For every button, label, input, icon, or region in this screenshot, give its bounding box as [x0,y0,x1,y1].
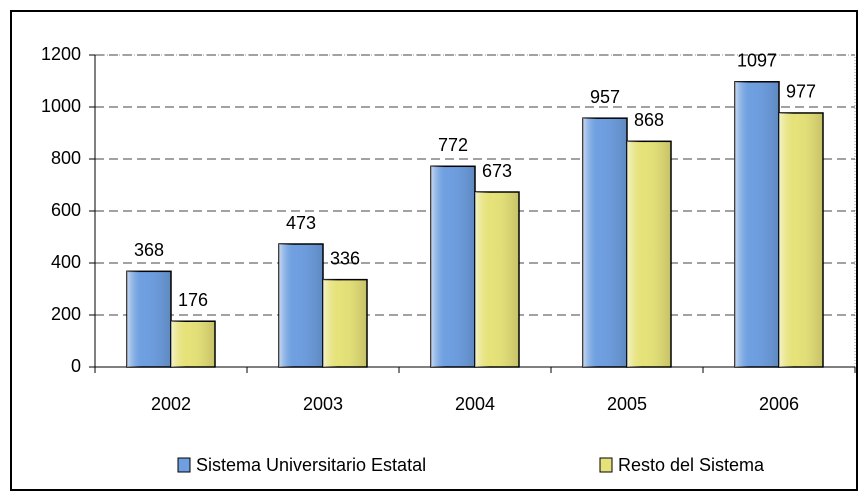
y-tick-label: 1200 [41,44,81,64]
value-label: 957 [590,87,620,107]
value-label: 176 [178,290,208,310]
bar-shade [475,192,519,367]
x-tick-label: 2002 [151,394,191,414]
legend-swatch [177,457,191,473]
legend-label: Sistema Universitario Estatal [196,455,426,475]
x-tick-label: 2006 [759,394,799,414]
bar-shade [735,81,779,367]
legend-swatch [599,457,613,473]
value-label: 868 [634,110,664,130]
x-tick-label: 2004 [455,394,495,414]
bar-shade [627,141,671,367]
bar-shade [171,321,215,367]
x-tick-label: 2003 [303,394,343,414]
bar-shade [431,166,475,367]
bar-shade [779,112,823,367]
bar-shade [323,279,367,367]
y-tick-label: 600 [51,200,81,220]
value-label: 772 [438,135,468,155]
y-tick-label: 400 [51,252,81,272]
value-label: 368 [134,240,164,260]
y-tick-label: 0 [71,356,81,376]
value-label: 977 [786,82,816,102]
bar-shade [279,244,323,367]
legend-label: Resto del Sistema [618,455,765,475]
bar-shade [127,271,171,367]
bar-shade [583,118,627,368]
y-tick-label: 1000 [41,96,81,116]
value-label: 473 [286,213,316,233]
y-tick-label: 800 [51,148,81,168]
value-label: 1097 [737,51,777,71]
x-tick-label: 2005 [607,394,647,414]
value-label: 673 [482,161,512,181]
y-tick-label: 200 [51,304,81,324]
value-label: 336 [330,248,360,268]
